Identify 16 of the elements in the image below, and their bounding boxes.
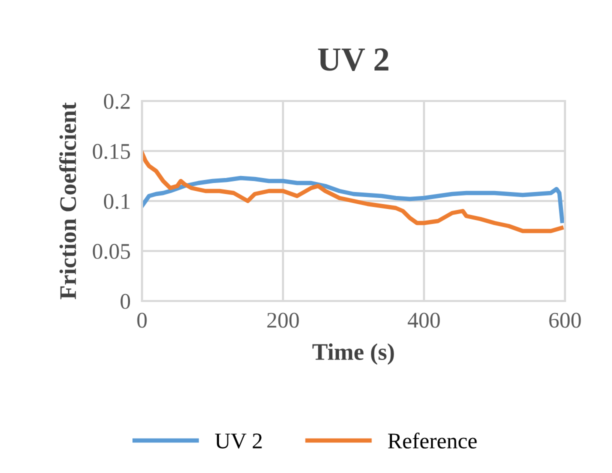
y-axis-title: Friction Coefficient [59,102,76,300]
legend-label: Reference [388,432,477,448]
y-tick-label: 0.2 [104,94,130,110]
x-tick-label: 400 [408,312,440,328]
chart-title: UV 2 [318,48,388,71]
y-tick-label: 0.15 [92,144,130,160]
x-tick-label: 0 [137,312,147,328]
line-series [142,176,564,224]
x-tick-label: 600 [549,312,581,328]
y-tick-label: 0.05 [92,244,130,260]
legend-label: UV 2 [215,434,262,449]
y-tick-label: 0 [120,294,130,309]
line-series [142,150,564,234]
x-tick-label: 200 [267,312,299,328]
x-axis-title: Time (s) [312,343,394,365]
y-tick-label: 0.1 [104,194,130,210]
